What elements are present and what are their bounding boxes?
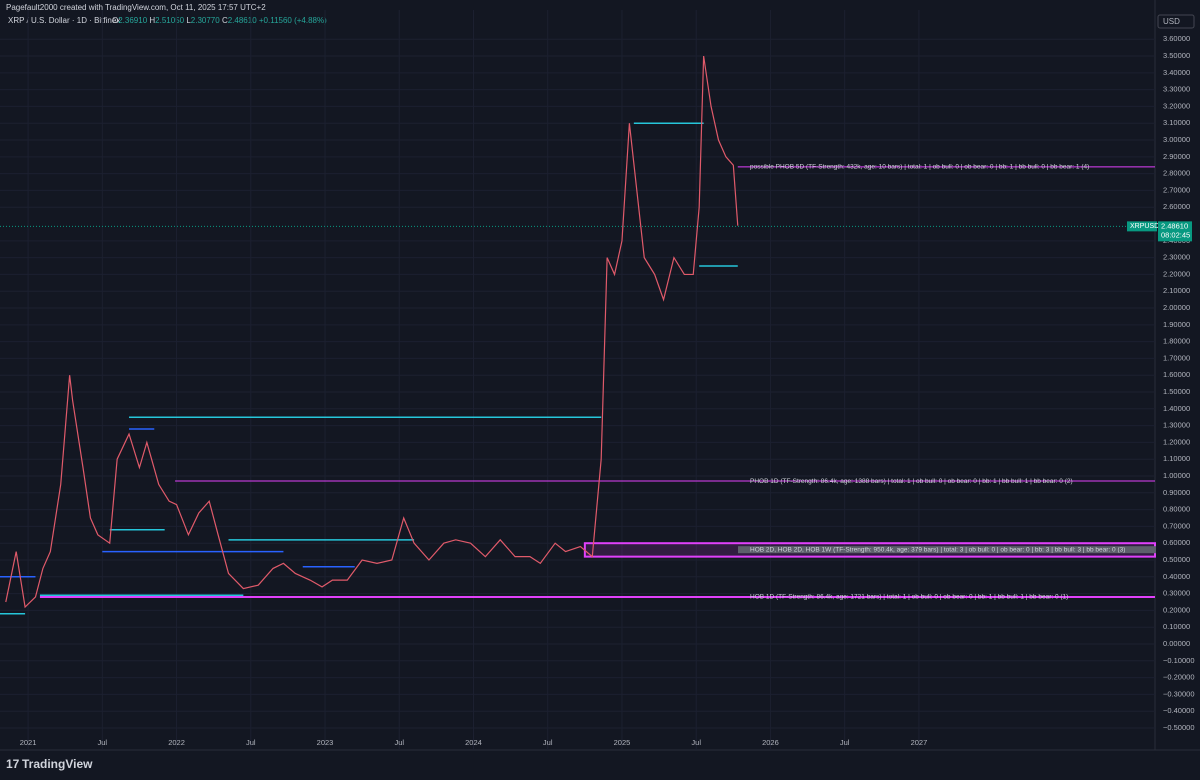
x-tick-label: 2026 [762, 738, 779, 747]
zone-label: HOB 1D (TF-Strength: 86.4k, age: 1721 ba… [750, 594, 1068, 601]
y-tick-label: 3.30000 [1163, 85, 1190, 94]
o-label: O [112, 16, 118, 25]
y-tick-label: 3.10000 [1163, 118, 1190, 127]
symbol: XRP / U.S. Dollar · 1D · Bitfinex [8, 16, 120, 25]
y-tick-label: 1.70000 [1163, 353, 1190, 362]
h: 2.51050 [155, 16, 184, 25]
y-tick-label: 0.00000 [1163, 639, 1190, 648]
y-tick-label: 1.80000 [1163, 337, 1190, 346]
y-tick-label: 0.80000 [1163, 505, 1190, 514]
y-tick-label: 1.30000 [1163, 421, 1190, 430]
countdown: 08:02:45 [1161, 230, 1190, 239]
y-tick-label: 2.90000 [1163, 152, 1190, 161]
y-tick-label: −0.30000 [1163, 689, 1195, 698]
o: 2.36910 [118, 16, 147, 25]
c-label: C [222, 16, 228, 25]
y-tick-label: 3.20000 [1163, 101, 1190, 110]
ohlc: O2.36910 H2.51050 L2.30770 C2.48610 +0.1… [112, 16, 327, 25]
y-tick-label: −0.10000 [1163, 656, 1195, 665]
x-tick-label: 2024 [465, 738, 482, 747]
y-tick-label: 0.70000 [1163, 521, 1190, 530]
credit: Pagefault2000 created with TradingView.c… [6, 3, 266, 12]
price-box [1158, 221, 1192, 242]
logo: 17 [6, 757, 20, 771]
y-tick-label: 3.40000 [1163, 68, 1190, 77]
x-tick-label: Jul [543, 738, 553, 747]
y-tick-label: −0.20000 [1163, 673, 1195, 682]
y-tick-label: 2.10000 [1163, 286, 1190, 295]
price-line [5, 55, 739, 609]
zone-label: PHOB 1D (TF-Strength: 86.4k, age: 1388 b… [750, 478, 1073, 485]
x-tick-label: Jul [394, 738, 404, 747]
x-tick-label: 2025 [614, 738, 631, 747]
x-tick-label: Jul [691, 738, 701, 747]
x-tick-label: 2021 [20, 738, 37, 747]
y-tick-label: 0.10000 [1163, 622, 1190, 631]
y-tick-label: 1.90000 [1163, 320, 1190, 329]
price-tag: XRPUSD 2.48610 08:02:45 [1127, 221, 1192, 242]
y-tick-label: 3.50000 [1163, 51, 1190, 60]
y-tick-label: 1.10000 [1163, 454, 1190, 463]
brand: TradingView [22, 757, 93, 771]
y-tick-label: 2.00000 [1163, 303, 1190, 312]
c: 2.48610 [228, 16, 257, 25]
y-tick-label: 3.60000 [1163, 34, 1190, 43]
y-tick-label: 0.60000 [1163, 538, 1190, 547]
y-tick-label: 0.90000 [1163, 488, 1190, 497]
plot: 3.60000 3.50000 3.40000 3.30000 3.20000 3.100… [0, 10, 1195, 750]
y-tick-label: −0.40000 [1163, 706, 1195, 715]
currency-box[interactable] [1157, 14, 1195, 29]
currency[interactable]: USD [1163, 17, 1180, 26]
y-tick-label: 1.40000 [1163, 404, 1190, 413]
y-tick-label: 2.80000 [1163, 169, 1190, 178]
zone-label: possible PHOB 5D (TF-Strength: 432k, age… [750, 164, 1089, 171]
x-tick-label: Jul [246, 738, 256, 747]
y-tick-label: 2.20000 [1163, 269, 1190, 278]
zone-label-bg [738, 546, 1156, 554]
y-tick-label: 2.60000 [1163, 202, 1190, 211]
ticker-box [1127, 221, 1157, 232]
price: 2.48610 [1161, 221, 1188, 230]
y-tick-label: −0.50000 [1163, 723, 1195, 732]
x-tick-label: Jul [98, 738, 108, 747]
change: +0.11560 (+4.88%) [259, 16, 327, 25]
x-tick-label: 2027 [911, 738, 928, 747]
zone-label: HOB 2D, HOB 2D, HOB 1W (TF-Strength: 950… [750, 546, 1125, 553]
y-tick-label: 1.20000 [1163, 437, 1190, 446]
l-label: L [186, 16, 191, 25]
y-tick-label: 0.20000 [1163, 605, 1190, 614]
y-tick-label: 0.40000 [1163, 572, 1190, 581]
x-tick-label: Jul [840, 738, 850, 747]
l: 2.30770 [191, 16, 220, 25]
y-tick-label: 2.70000 [1163, 185, 1190, 194]
y-tick-label: 0.30000 [1163, 589, 1190, 598]
x-tick-label: 2023 [317, 738, 334, 747]
ticker: XRPUSD [1130, 223, 1159, 230]
y-tick-label: 1.60000 [1163, 370, 1190, 379]
x-tick-label: 2022 [168, 738, 185, 747]
y-tick-label: 1.00000 [1163, 471, 1190, 480]
h-label: H [149, 16, 155, 25]
y-tick-label: 2.30000 [1163, 253, 1190, 262]
y-tick-label: 1.50000 [1163, 387, 1190, 396]
y-tick-label: 0.50000 [1163, 555, 1190, 564]
y-tick-label: 3.00000 [1163, 135, 1190, 144]
